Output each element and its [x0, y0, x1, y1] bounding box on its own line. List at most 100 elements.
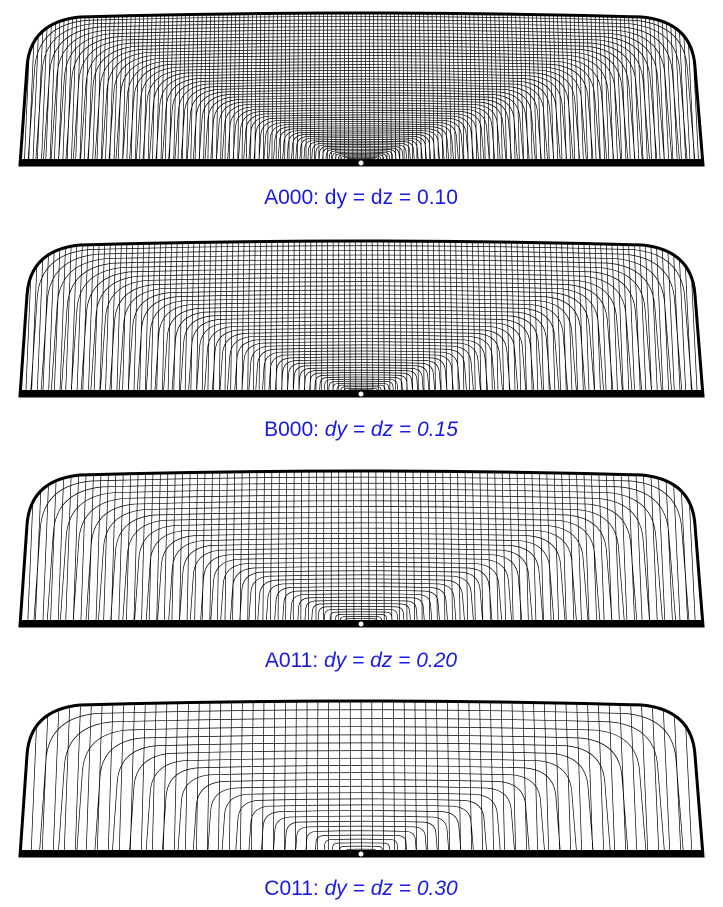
mesh-line: [152, 695, 156, 856]
mesh-line: [383, 695, 384, 856]
mesh-line: [207, 695, 210, 856]
mesh-line: [600, 235, 606, 396]
mesh-line: [97, 695, 102, 856]
mesh-line: [86, 695, 92, 856]
mesh-line: [289, 7, 290, 165]
mesh-line: [270, 465, 272, 626]
caption-label: C011:: [264, 877, 324, 900]
mesh-line: [478, 235, 481, 396]
caption: A011: dy = dz = 0.20: [265, 649, 458, 672]
mesh-line: [105, 235, 110, 396]
mesh-line: [33, 7, 40, 165]
mesh-line: [394, 235, 395, 396]
mesh-line: [656, 235, 663, 396]
mesh-line: [532, 465, 536, 626]
mesh-line: [461, 235, 464, 396]
mesh-line: [634, 235, 641, 396]
mesh-line: [66, 465, 72, 626]
mesh-line: [53, 695, 59, 856]
mesh-line: [196, 695, 199, 856]
mesh-line: [270, 235, 272, 396]
mesh-line: [443, 465, 445, 626]
mesh-line: [511, 235, 515, 396]
mesh-line: [663, 695, 670, 856]
mesh-line: [667, 235, 674, 396]
mesh-origin: [359, 852, 364, 857]
mesh-line: [202, 235, 205, 396]
mesh-line: [433, 235, 435, 396]
mesh-line: [119, 695, 124, 856]
mesh-line: [389, 235, 390, 396]
mesh-line: [361, 235, 362, 396]
mesh-line: [591, 465, 597, 626]
mesh-line: [630, 695, 637, 856]
mesh-line: [285, 7, 286, 165]
mesh-line: [152, 7, 156, 165]
mesh-origin: [359, 392, 364, 397]
mesh-line: [108, 695, 113, 856]
mesh-line: [185, 235, 188, 396]
mesh-line: [140, 235, 144, 396]
mesh-line: [528, 7, 532, 165]
mesh-line: [589, 235, 595, 396]
mesh-line: [636, 465, 643, 626]
mesh-line: [556, 235, 561, 396]
mesh-line: [599, 465, 605, 626]
mesh-line: [576, 695, 581, 856]
mesh-line: [487, 465, 490, 626]
mesh-line: [88, 235, 94, 396]
mesh-origin: [359, 161, 364, 166]
mesh-line: [533, 695, 537, 856]
mesh-line: [265, 235, 267, 396]
mesh-line: [119, 465, 124, 626]
caption: A000: dy = dz = 0.10: [264, 186, 458, 209]
mesh-line: [587, 695, 593, 856]
mesh-line: [178, 7, 182, 165]
mesh: [20, 7, 703, 165]
mesh-line: [561, 235, 566, 396]
mesh-line: [547, 465, 552, 626]
mesh-line: [118, 7, 123, 165]
mesh-line: [315, 7, 316, 165]
mesh-line: [195, 465, 198, 626]
mesh-line: [465, 465, 468, 626]
mesh-line: [417, 235, 419, 396]
mesh-line: [278, 465, 279, 626]
mesh-line: [50, 465, 56, 626]
mesh-line: [225, 465, 228, 626]
mesh-line: [372, 235, 373, 396]
mesh-line: [140, 7, 144, 165]
mesh-line: [422, 235, 424, 396]
caption-label: A000:: [264, 186, 325, 209]
mesh-line: [161, 7, 165, 165]
mesh-line: [202, 465, 205, 626]
mesh-line: [561, 7, 566, 165]
mesh-line: [248, 235, 250, 396]
mesh-line: [553, 7, 558, 165]
mesh-line: [407, 7, 409, 165]
mesh-line: [426, 695, 428, 856]
mesh-line: [436, 695, 438, 856]
mesh-line: [186, 7, 189, 165]
mesh-line: [472, 465, 475, 626]
mesh-line: [688, 465, 696, 626]
mesh-line: [151, 235, 155, 396]
mesh-line: [284, 695, 285, 856]
mesh-line: [259, 235, 261, 396]
mesh-line: [149, 465, 153, 626]
caption-equation: dy = dz = 0.10: [325, 186, 458, 209]
page: {"panels": [ {"label": "A000:", "equatio…: [0, 0, 723, 907]
mesh-line: [128, 235, 133, 396]
mesh-line: [28, 465, 35, 626]
caption-label: A011:: [265, 649, 324, 672]
mesh-line: [666, 7, 673, 165]
mesh-line: [456, 235, 459, 396]
mesh-line: [295, 695, 296, 856]
mesh-line: [450, 465, 453, 626]
mesh-line: [650, 235, 657, 396]
caption: C011: dy = dz = 0.30: [264, 877, 458, 900]
mesh-line: [316, 235, 317, 396]
mesh-line: [403, 7, 404, 165]
mesh-line: [83, 235, 89, 396]
caption-equation: dy = dz = 0.30: [325, 877, 458, 900]
